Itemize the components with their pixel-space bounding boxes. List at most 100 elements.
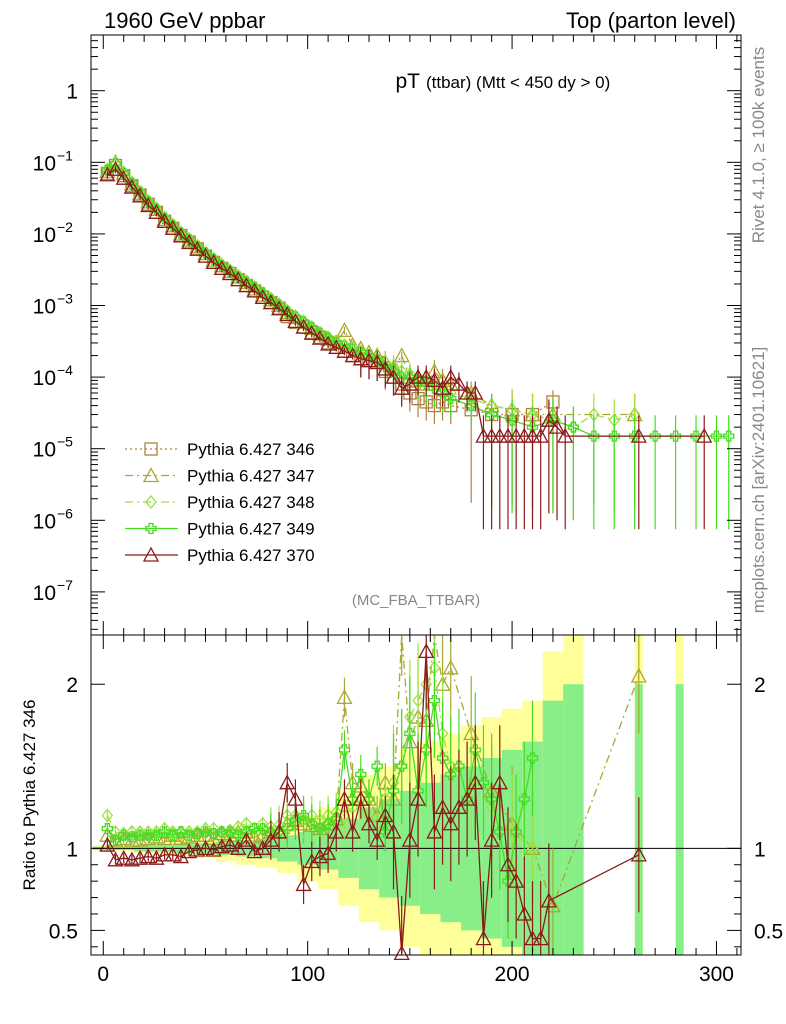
ratio-point (379, 826, 391, 838)
ratio-point (491, 774, 508, 790)
ratio-point (167, 829, 179, 841)
ratio-point (436, 752, 449, 764)
data-point (99, 166, 116, 182)
ratio-panel: 0.5 0.5 1 1 2 2 0 100 200 300 Ratio to Pythia 6.4… (20, 634, 783, 986)
ratio-point (328, 823, 345, 839)
data-point (270, 300, 288, 316)
ratio-point (412, 785, 424, 797)
y-tick-label: 1 (66, 81, 78, 104)
ratio-point (109, 834, 122, 846)
data-point (140, 197, 157, 213)
ratio-point (428, 694, 441, 707)
ratio-point (183, 829, 195, 841)
ratio-point (526, 752, 539, 764)
ratio-point (115, 849, 132, 865)
series-pythia-6-427-347 (99, 153, 643, 508)
ratio-point (126, 831, 138, 843)
data-point (303, 324, 320, 340)
data-point (254, 288, 271, 304)
ratio-point (262, 831, 279, 847)
mcplots-label: mcplots.cern.ch [arXiv:2401.10621] (749, 347, 768, 613)
ratio-point (459, 790, 476, 806)
ratio-y-tick-label: 0.5 (49, 920, 78, 943)
data-point (608, 430, 620, 442)
ratio-point (123, 831, 140, 847)
ratio-frame (90, 634, 742, 956)
ratio-ylabel: Ratio to Pythia 6.427 346 (20, 700, 39, 891)
ratio-point (322, 818, 334, 830)
data-point (175, 227, 187, 239)
ratio-y-tick-label: 1 (66, 838, 78, 861)
series-line (106, 164, 554, 416)
ratio-point (295, 876, 312, 892)
series-pythia-6-427-348 (101, 155, 641, 521)
ratio-point (450, 798, 468, 814)
data-point (567, 421, 580, 433)
legend-marker (145, 494, 157, 510)
ratio-point (205, 830, 222, 846)
y-tick-label: 10 (33, 582, 56, 605)
ratio-point (303, 853, 320, 869)
ratio-point (387, 785, 400, 797)
ratio-point (377, 807, 394, 823)
data-point (669, 430, 682, 442)
y-tick-exponent: −5 (57, 434, 73, 450)
data-point (548, 418, 566, 434)
y-tick-exponent: −3 (57, 291, 73, 307)
main-frame (90, 34, 742, 636)
x-tick-label: 0 (97, 963, 109, 986)
data-point (221, 265, 239, 281)
ratio-point (281, 822, 293, 835)
ratio-point (445, 768, 457, 781)
data-point (246, 282, 263, 298)
data-point (107, 160, 124, 176)
ratio-point (150, 829, 163, 841)
ratio-point (172, 848, 190, 864)
series-line (107, 168, 705, 437)
data-point (115, 169, 132, 185)
data-point (311, 329, 329, 345)
data-point (696, 427, 713, 443)
data-point (450, 375, 468, 391)
ratio-point (346, 793, 359, 805)
data-point (148, 203, 165, 220)
data-point (164, 219, 181, 235)
data-point (557, 427, 574, 443)
data-point (393, 379, 410, 395)
energy-label: 1960 GeV ppbar (104, 8, 265, 33)
rivet-label: Rivet 4.1.0, ≥ 100k events (749, 47, 768, 243)
data-point (532, 427, 549, 443)
ratio-point (540, 892, 557, 908)
legend-marker (145, 522, 157, 535)
data-point (475, 427, 492, 443)
ratio-point (344, 823, 361, 839)
legend-label: Pythia 6.427 349 (187, 520, 315, 539)
y-tick-label: 10 (33, 439, 56, 462)
ratio-point (320, 844, 337, 860)
ratio-point (630, 667, 647, 683)
data-point (158, 212, 171, 224)
ratio-point (360, 815, 378, 831)
data-point (426, 372, 443, 388)
ratio-point (238, 831, 255, 847)
data-point (287, 313, 304, 329)
data-point (409, 368, 427, 384)
x-tick-label: 100 (290, 963, 325, 986)
ratio-point (363, 793, 375, 805)
data-point (205, 254, 222, 270)
legend-label: Pythia 6.427 370 (187, 546, 315, 565)
ratio-line (106, 651, 640, 954)
legend: Pythia 6.427 346 Pythia 6.427 347 Pythia 6… (125, 440, 315, 565)
data-point (213, 260, 230, 276)
ratio-y-tick-label-right: 0.5 (754, 920, 783, 943)
ratio-point (369, 831, 386, 847)
data-point (197, 247, 214, 263)
y-tick-label: 10 (33, 152, 56, 175)
data-point (230, 271, 247, 287)
data-point (526, 421, 539, 433)
ratio-point (532, 930, 549, 946)
series-pythia-6-427-370 (99, 160, 713, 530)
data-point (238, 277, 255, 293)
ratio-point (355, 768, 367, 781)
ratio-point (442, 659, 459, 675)
